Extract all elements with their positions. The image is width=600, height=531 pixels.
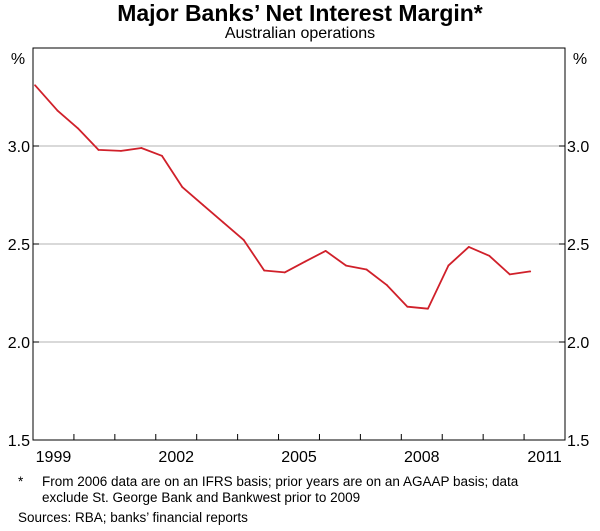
data-point [120,150,122,152]
y-tick-label-right: 2.5 [567,237,589,254]
data-point [406,305,409,308]
data-point [140,147,143,149]
sources-note: Sources: RBA; banks’ financial reports [18,510,248,525]
data-point [427,307,429,310]
data-point [488,254,491,257]
y-tick-label-left: 2.5 [8,237,30,254]
data-point [181,186,184,189]
data-point [283,271,286,274]
y-tick-label-right: 1.5 [567,433,589,450]
x-tick-label: 2008 [404,449,440,466]
series-layer [34,84,532,310]
chart-title: Major Banks’ Net Interest Margin* [117,0,483,26]
gridlines [33,145,565,343]
data-point [97,149,100,151]
x-axis-ticks [32,434,566,440]
data-point [304,260,307,263]
data-point [161,154,163,157]
data-point [529,270,532,273]
plot-frame [32,47,566,441]
data-point [345,264,347,267]
x-tick-label: 2005 [281,449,317,466]
y-tick-label-left: 1.5 [8,433,30,450]
data-point [447,264,450,267]
series-line [34,84,531,310]
chart-subtitle: Australian operations [224,25,376,42]
y-tick-label-right: 2.0 [567,335,589,352]
data-point [77,127,79,130]
data-point [508,273,511,276]
data-point [56,109,59,112]
left-axis-unit: % [11,51,25,68]
footnote-marker: * [18,474,24,489]
x-tick-label: 2011 [527,449,562,466]
data-point [467,246,470,248]
y-tick-label-left: 3.0 [8,139,30,156]
right-axis-unit: % [573,51,587,68]
data-point [386,284,388,287]
data-point [222,221,225,224]
axis-labels: 1.5 1.5 2.0 2.0 2.5 2.5 3.0 3.0 1999 2002 2005 2008… [8,139,590,466]
data-point [242,239,245,241]
data-point [365,268,368,271]
data-point [263,269,266,272]
data-point [324,249,327,252]
y-tick-label-right: 3.0 [567,139,589,156]
data-point [201,203,204,206]
x-tick-label: 1999 [36,449,72,466]
data-point [34,84,36,87]
x-tick-label: 2002 [158,449,194,466]
y-tick-label-left: 2.0 [8,335,30,352]
footnote-text: From 2006 data are on an IFRS basis; pri… [42,474,519,505]
